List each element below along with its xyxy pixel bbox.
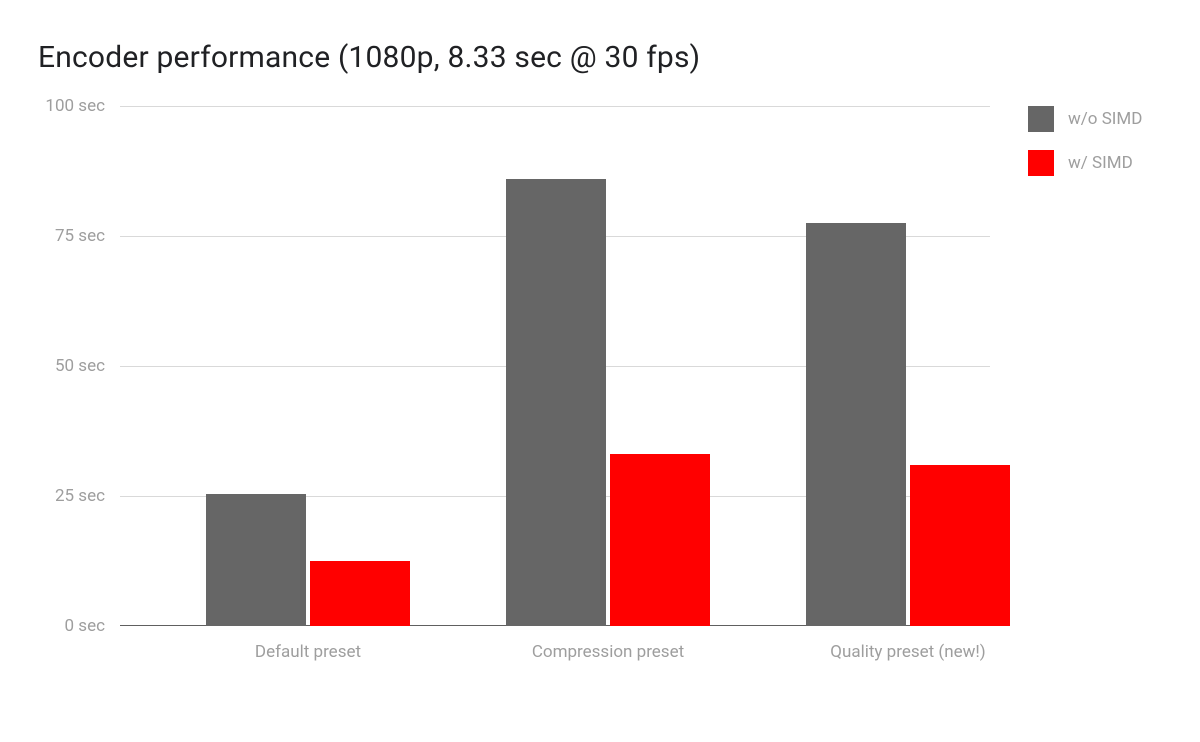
- legend-item: w/ SIMD: [1028, 150, 1142, 176]
- legend-label: w/ SIMD: [1068, 153, 1133, 173]
- legend-item: w/o SIMD: [1028, 106, 1142, 132]
- bar: [610, 454, 710, 626]
- bar: [206, 494, 306, 626]
- bar: [806, 223, 906, 626]
- y-tick-label: 50 sec: [25, 356, 105, 376]
- chart-root: Encoder performance (1080p, 8.33 sec @ 3…: [0, 0, 1200, 742]
- bar: [910, 465, 1010, 626]
- y-tick-label: 75 sec: [25, 226, 105, 246]
- plot-area: 0 sec25 sec50 sec75 sec100 secDefault pr…: [120, 106, 990, 626]
- legend: w/o SIMD w/ SIMD: [1028, 106, 1142, 194]
- bar: [310, 561, 410, 626]
- legend-swatch: [1028, 106, 1054, 132]
- y-tick-label: 0 sec: [25, 616, 105, 636]
- bar: [506, 179, 606, 626]
- legend-label: w/o SIMD: [1068, 109, 1142, 129]
- x-tick-label: Compression preset: [458, 626, 758, 662]
- x-tick-label: Quality preset (new!): [758, 626, 1058, 662]
- y-tick-label: 25 sec: [25, 486, 105, 506]
- gridline: [120, 106, 990, 107]
- legend-swatch: [1028, 150, 1054, 176]
- chart-title: Encoder performance (1080p, 8.33 sec @ 3…: [38, 40, 700, 75]
- x-tick-label: Default preset: [158, 626, 458, 662]
- y-tick-label: 100 sec: [25, 96, 105, 116]
